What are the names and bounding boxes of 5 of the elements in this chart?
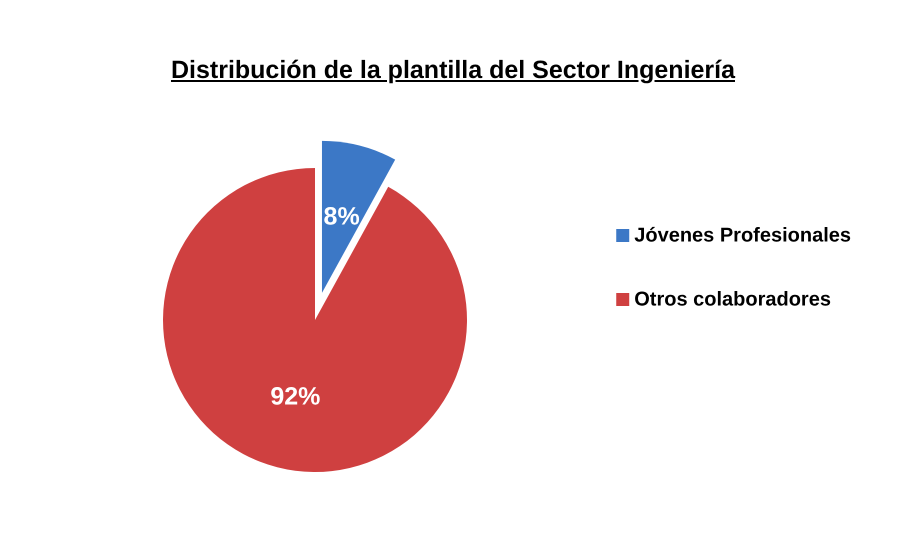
chart-title: Distribución de la plantilla del Sector Ingeniería [170,56,736,85]
legend-label: Otros colaboradores [634,288,831,310]
data-label: 8% [324,202,360,230]
legend-label: Jóvenes Profesionales [634,224,852,246]
data-label: 92% [270,382,320,411]
